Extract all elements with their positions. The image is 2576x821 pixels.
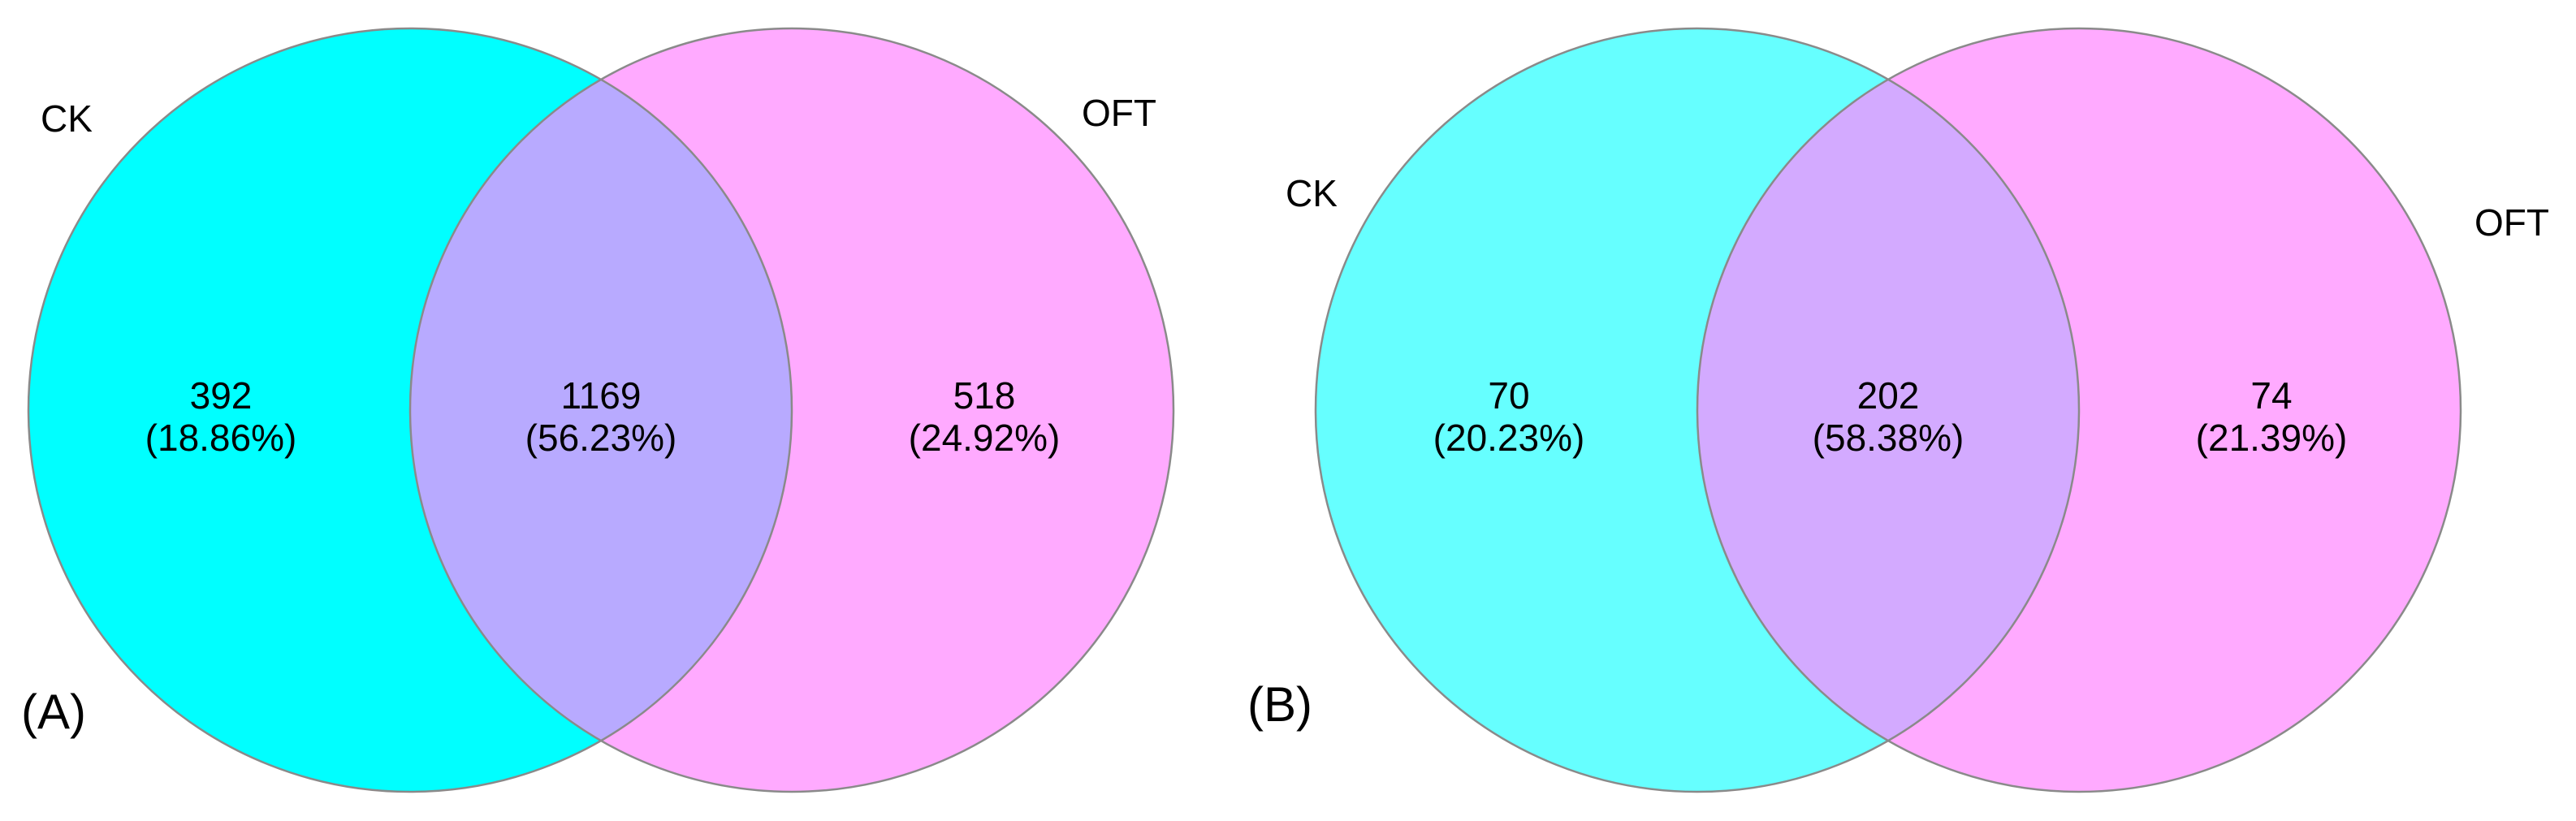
panel-b-overlap-count: 202 [1857,374,1920,417]
panel-b-oft-only-count: 74 [2250,374,2292,417]
panel-b-overlap-region [1697,28,2079,792]
panel-a-oft-outline [408,27,1175,793]
panel-a-ck-label: CK [41,97,93,140]
panel-b-ck-only-count: 70 [1488,374,1529,417]
panel-a-overlap-count: 1169 [561,374,642,417]
panel-a-overlap-region [410,28,792,792]
panel-b-oft-only-percent: (21.39%) [2196,417,2348,459]
panel-a-oft-only-count: 518 [953,374,1016,417]
panel-a-ck-outline [27,27,793,793]
panel-b-overlap-percent: (58.38%) [1813,417,1964,459]
venn-panel-b: CK OFT 70 (20.23%) 202 (58.38%) 74 (21.3… [1247,27,2549,793]
venn-panel-a: CK OFT 392 (18.86%) 1169 (56.23%) 518 (2… [21,27,1175,793]
panel-b-oft-label: OFT [2474,201,2549,244]
panel-b-ck-outline [1314,27,2081,793]
panel-a-overlap-percent: (56.23%) [525,417,677,459]
panel-a-label: (A) [21,685,86,739]
panel-a-oft-label: OFT [1082,92,1156,134]
panel-b-oft-outline [1696,27,2462,793]
panel-b-label: (B) [1247,677,1312,732]
panel-b-ck-only-percent: (20.23%) [1433,417,1585,459]
panel-a-ck-only-count: 392 [190,374,253,417]
panel-a-oft-only-percent: (24.92%) [909,417,1061,459]
panel-a-ck-only-percent: (18.86%) [145,417,297,459]
panel-b-ck-label: CK [1286,172,1338,214]
